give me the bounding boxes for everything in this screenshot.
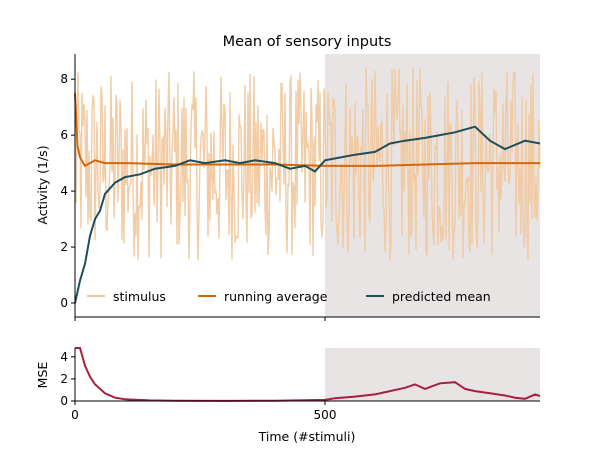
top-y-ticks: 0 2 4 6 8 — [60, 72, 75, 310]
stimulus-line — [74, 66, 541, 261]
top-ytick-label: 6 — [60, 128, 68, 142]
top-panel: 0 2 4 6 8 Mean of sensory inputs Activity (1… — [35, 34, 541, 321]
bottom-ytick-label: 0 — [60, 394, 68, 408]
bottom-ytick-label: 2 — [60, 372, 68, 386]
bottom-panel: 0 2 4 0 500 MSE Time (#stimuli) — [35, 347, 541, 444]
top-y-axis-label: Activity (1/s) — [35, 145, 50, 224]
bottom-ytick-label: 4 — [60, 350, 68, 364]
bottom-xtick-label: 500 — [314, 408, 337, 422]
x-axis-label: Time (#stimuli) — [258, 429, 356, 444]
legend: stimulus running average predicted mean — [87, 289, 491, 304]
legend-entry: running average — [224, 289, 328, 304]
bottom-shaded-region — [325, 348, 540, 401]
bottom-y-axis-label: MSE — [35, 362, 50, 389]
mse-line — [75, 347, 541, 402]
top-ytick-label: 0 — [60, 296, 68, 310]
top-ytick-label: 4 — [60, 184, 68, 198]
bottom-xtick-label: 0 — [71, 408, 79, 422]
chart-title: Mean of sensory inputs — [223, 34, 392, 50]
top-ytick-label: 8 — [60, 72, 68, 86]
legend-entry: predicted mean — [392, 289, 491, 304]
stimulus-series — [74, 66, 541, 261]
bottom-x-ticks: 0 500 — [71, 401, 336, 422]
predicted-mean-line — [74, 125, 541, 304]
legend-entry: stimulus — [113, 289, 166, 304]
bottom-y-ticks: 0 2 4 — [60, 350, 75, 408]
top-x-ticks — [74, 317, 326, 321]
top-ytick-label: 2 — [60, 240, 68, 254]
running-average-line — [74, 93, 540, 168]
